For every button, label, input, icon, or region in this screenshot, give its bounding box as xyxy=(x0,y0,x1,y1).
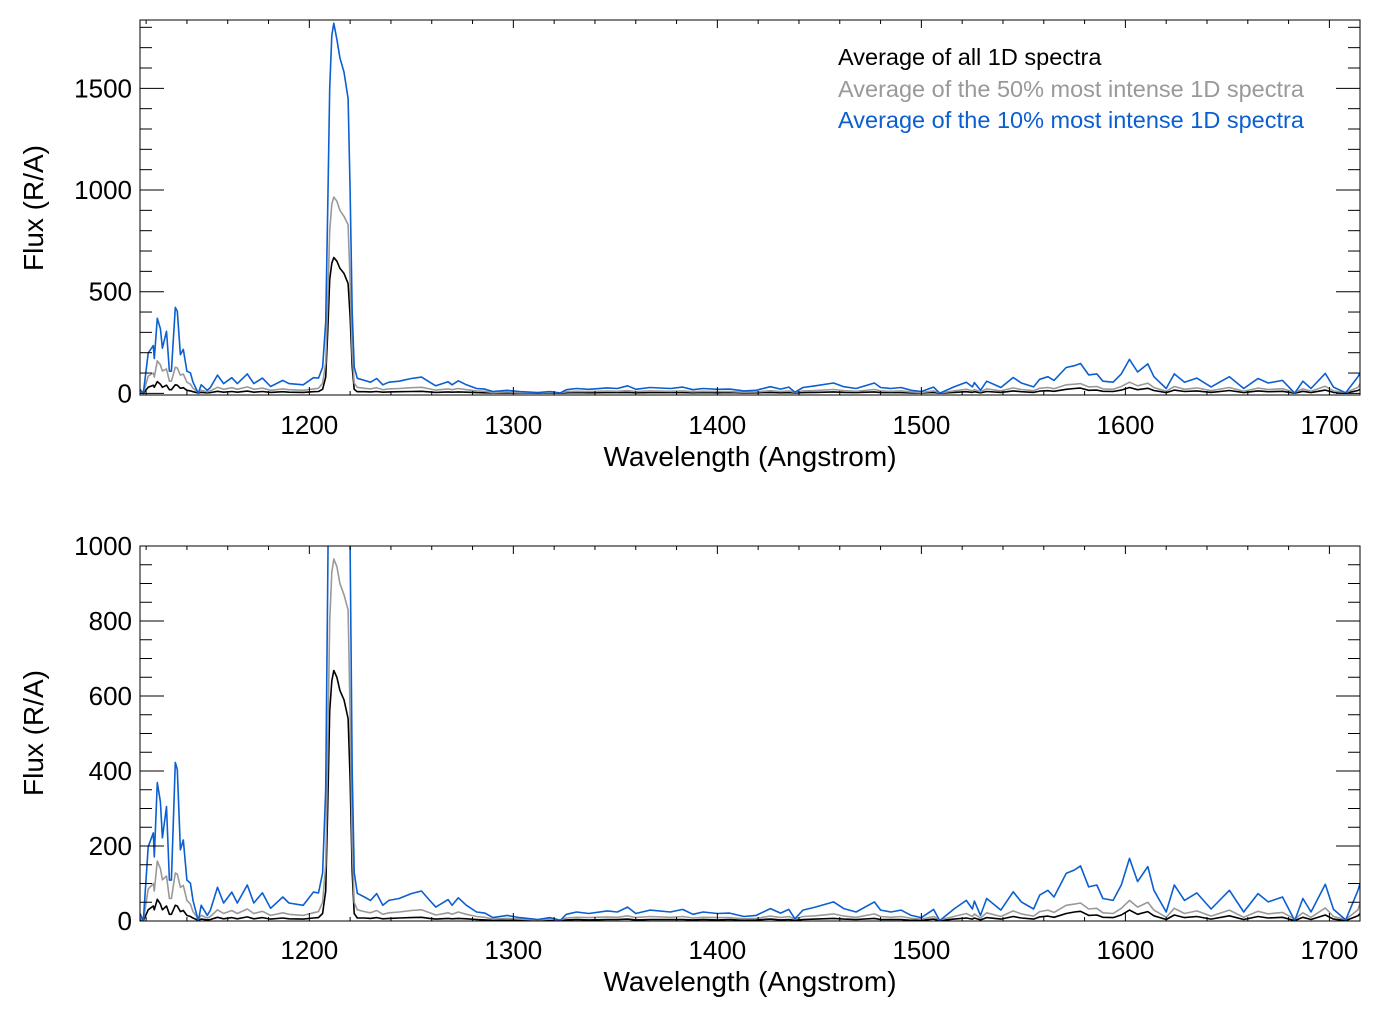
series-group xyxy=(140,22,1360,395)
x-tick-label: 1600 xyxy=(1096,410,1154,440)
y-tick-label: 800 xyxy=(89,606,132,636)
x-tick-label: 1200 xyxy=(280,410,338,440)
y-axis-title: Flux (R/A) xyxy=(18,145,49,271)
y-tick-label: 1000 xyxy=(74,175,132,205)
panel-top: 1200 1300 1400 1500 1600 1700050010001500Wave… xyxy=(18,19,1361,472)
series-line-50pct xyxy=(140,196,1360,395)
legend-entry-all: Average of all 1D spectra xyxy=(838,44,1102,70)
x-tick-label: 1700 xyxy=(1300,935,1358,965)
series-line-50pct xyxy=(140,558,1360,921)
y-tick-label: 500 xyxy=(89,277,132,307)
x-tick-label: 1200 xyxy=(280,935,338,965)
y-tick-label: 0 xyxy=(118,378,132,408)
x-tick-label: 1400 xyxy=(688,410,746,440)
series-line-10pct xyxy=(140,22,1360,395)
legend: Average of all 1D spectra Average of the… xyxy=(838,44,1305,133)
y-tick-label: 1500 xyxy=(74,73,132,103)
y-axis-title: Flux (R/A) xyxy=(18,670,49,796)
x-tick-label: 1600 xyxy=(1096,935,1154,965)
panel-bottom: 1200 1300 1400 1500 1600 1700 0 200 400 600 800 100… xyxy=(18,531,1361,997)
y-tick-label: 400 xyxy=(89,756,132,786)
x-tick-label: 1400 xyxy=(688,935,746,965)
y-tick-label: 1000 xyxy=(74,531,132,561)
series-group xyxy=(140,546,1360,921)
y-tick-label: 200 xyxy=(89,831,132,861)
series-line-all xyxy=(140,669,1360,921)
x-tick-label: 1300 xyxy=(484,935,542,965)
x-tick-label: 1300 xyxy=(484,410,542,440)
x-axis-title: Wavelength (Angstrom) xyxy=(603,966,896,997)
y-tick-label: 0 xyxy=(118,906,132,936)
plot-frame xyxy=(139,19,1361,396)
x-tick-label: 1500 xyxy=(892,935,950,965)
series-line-all xyxy=(140,256,1360,395)
x-tick-label: 1500 xyxy=(892,410,950,440)
x-tick-label: 1700 xyxy=(1300,410,1358,440)
legend-entry-50pct: Average of the 50% most intense 1D spect… xyxy=(838,76,1305,102)
legend-entry-10pct: Average of the 10% most intense 1D spect… xyxy=(838,107,1305,133)
x-axis-title: Wavelength (Angstrom) xyxy=(603,441,896,472)
series-line-10pct xyxy=(140,546,1360,921)
y-tick-label: 600 xyxy=(89,681,132,711)
